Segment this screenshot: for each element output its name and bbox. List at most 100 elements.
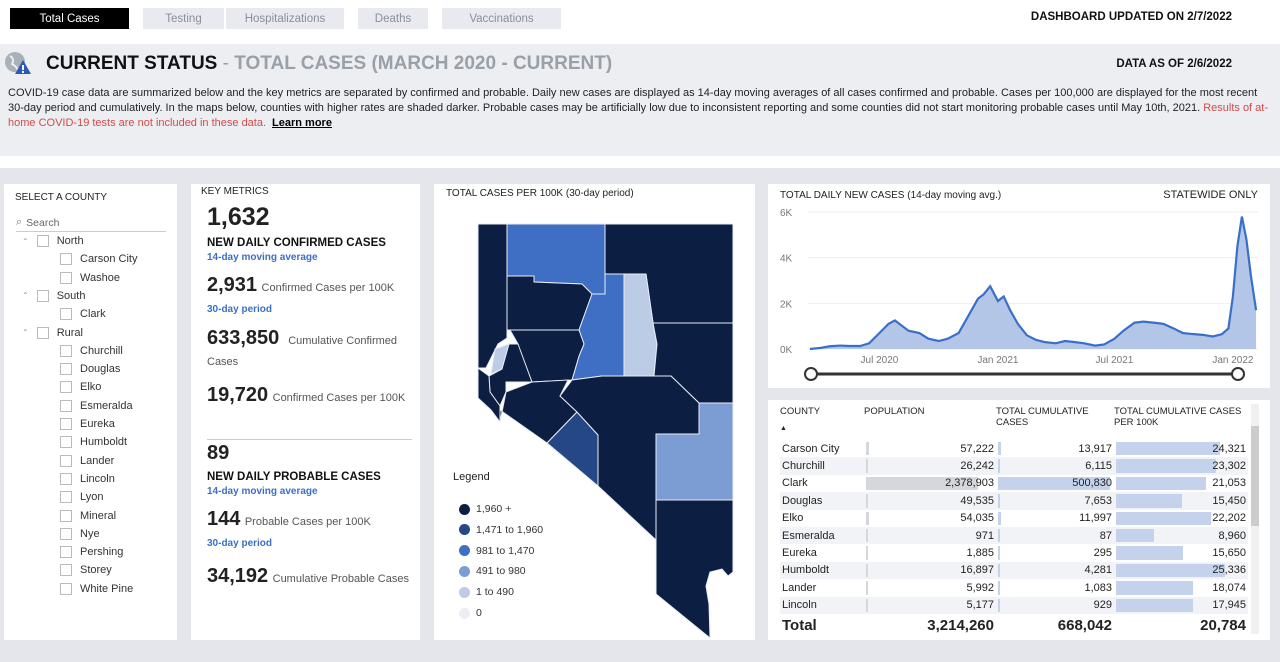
column-header[interactable]: TOTAL CUMULATIVE CASES PER 100K [1114, 406, 1242, 428]
county-option-lyon[interactable]: Lyon [60, 491, 104, 504]
collapse-chevron-icon[interactable]: ⌃ [22, 236, 29, 246]
legend-item: 491 to 980 [459, 565, 526, 577]
scrollbar-thumb[interactable] [1251, 426, 1259, 526]
checkbox[interactable] [60, 399, 72, 412]
checkbox[interactable] [60, 363, 72, 376]
county-option-churchill[interactable]: Churchill [60, 344, 123, 357]
county-option-storey[interactable]: Storey [60, 564, 112, 577]
legend-swatch [459, 607, 470, 619]
chart-title: TOTAL DAILY NEW CASES (14-day moving avg… [780, 190, 1002, 201]
county-option-white-pine[interactable]: White Pine [60, 582, 133, 595]
checkbox[interactable] [60, 582, 72, 595]
sort-ascending-icon[interactable]: ▲ [780, 425, 787, 432]
checkbox[interactable] [36, 326, 49, 339]
checkbox[interactable] [60, 527, 72, 540]
tab-hospitalizations[interactable]: Hospitalizations [226, 8, 344, 29]
county-option-humboldt[interactable]: Humboldt [60, 436, 127, 449]
table-row[interactable]: Esmeralda 971 87 8,960 [780, 526, 1248, 545]
checkbox[interactable] [60, 253, 72, 266]
county-group-south[interactable]: ⌃ South [22, 289, 86, 302]
county-clark[interactable] [655, 499, 734, 640]
cell-value: 295 [996, 544, 1114, 561]
data-bar [1116, 476, 1207, 491]
checkbox[interactable] [60, 436, 72, 449]
description: COVID-19 case data are summarized below … [8, 87, 1269, 129]
table-row[interactable]: Elko 54,035 11,997 22,202 [780, 510, 1248, 527]
checkbox[interactable] [60, 344, 72, 357]
checkbox[interactable] [60, 472, 72, 485]
county-option-esmeralda[interactable]: Esmeralda [60, 399, 133, 412]
county-option-eureka[interactable]: Eureka [60, 418, 115, 430]
county-group-north[interactable]: ⌃ North [22, 235, 84, 247]
dashboard-updated: DASHBOARD UPDATED ON 2/7/2022 [1030, 11, 1232, 23]
slider-end-handle[interactable] [1231, 367, 1245, 381]
table-row[interactable]: Douglas 49,535 7,653 15,450 [780, 492, 1248, 510]
checkbox[interactable] [60, 271, 72, 284]
checkbox[interactable] [60, 454, 72, 467]
data-bar [1116, 511, 1212, 525]
checkbox[interactable] [60, 381, 72, 394]
collapse-chevron-icon[interactable]: ⌃ [22, 328, 29, 337]
tab-total-cases[interactable]: Total Cases [10, 8, 129, 29]
data-bar [998, 494, 1000, 508]
tab-vaccinations[interactable]: Vaccinations [442, 8, 561, 29]
learn-more-link[interactable]: Learn more [272, 117, 332, 129]
checkbox[interactable] [60, 491, 72, 504]
key-metrics-panel: KEY METRICS 1,632 NEW DAILY CONFIRMED CA… [191, 184, 420, 640]
group-label: Rural [56, 326, 83, 339]
table-row[interactable]: Clark 2,378,903 500,830 21,053 [780, 475, 1248, 492]
county-option-elko[interactable]: Elko [60, 381, 101, 394]
table-row[interactable]: Lander 5,992 1,083 18,074 [780, 579, 1248, 596]
cell-value: 6,115 [996, 457, 1114, 475]
cumulative-probable-label: Cumulative Probable Cases [272, 573, 409, 585]
cell-value: 16,897 [864, 561, 996, 580]
county-option-nye[interactable]: Nye [60, 527, 100, 540]
county-pershing[interactable] [506, 275, 593, 331]
county-option-mineral[interactable]: Mineral [60, 509, 116, 522]
table-row[interactable]: Lincoln 5,177 929 17,945 [780, 596, 1248, 614]
county-option-lander[interactable]: Lander [60, 454, 114, 467]
legend-swatch [459, 524, 470, 536]
group-label: South [56, 289, 86, 302]
data-as-of: DATA AS OF 2/6/2022 [1116, 58, 1232, 70]
legend-label: 1,471 to 1,960 [476, 523, 544, 536]
county-label: Lyon [80, 491, 104, 504]
county-option-lincoln[interactable]: Lincoln [60, 472, 115, 485]
slider-start-handle[interactable] [804, 367, 818, 381]
cell-value: 57,222 [864, 440, 996, 457]
table-row[interactable]: Churchill 26,242 6,115 23,302 [780, 457, 1248, 475]
county-option-douglas[interactable]: Douglas [60, 363, 120, 376]
checkbox[interactable] [60, 546, 72, 559]
county-label: Lincoln [80, 472, 115, 485]
county-option-carson-city[interactable]: Carson City [60, 253, 137, 266]
checkbox[interactable] [60, 509, 72, 522]
checkbox[interactable] [36, 289, 49, 302]
tab-testing[interactable]: Testing [143, 8, 224, 29]
column-header[interactable]: COUNTY ▲ [780, 406, 864, 440]
data-bar [866, 581, 868, 595]
checkbox[interactable] [36, 235, 49, 247]
data-bar [998, 459, 1000, 473]
county-option-washoe[interactable]: Washoe [60, 271, 120, 284]
table-row[interactable]: Carson City 57,222 13,917 24,321 [780, 440, 1248, 457]
cell-value: 4,281 [996, 561, 1114, 580]
column-header[interactable]: TOTAL CUMULATIVE CASES [996, 406, 1089, 428]
table-row[interactable]: Humboldt 16,897 4,281 25,336 [780, 561, 1248, 580]
checkbox[interactable] [60, 418, 72, 430]
table-row[interactable]: Eureka 1,885 295 15,650 [780, 544, 1248, 561]
checkbox[interactable] [60, 564, 72, 577]
table-scrollbar[interactable] [1251, 404, 1259, 634]
county-option-pershing[interactable]: Pershing [60, 546, 123, 559]
collapse-chevron-icon[interactable]: ⌃ [22, 291, 29, 301]
column-header[interactable]: POPULATION [864, 406, 925, 417]
tab-deaths[interactable]: Deaths [358, 8, 428, 29]
daily-confirmed-label: NEW DAILY CONFIRMED CASES [207, 237, 386, 249]
globe-warning-icon [5, 52, 31, 74]
data-bar [1116, 528, 1155, 543]
data-bar [998, 563, 1000, 578]
search-input[interactable]: ⌕ Search [16, 214, 166, 232]
county-option-clark[interactable]: Clark [60, 308, 106, 321]
legend-label: 1,960 + [476, 503, 512, 515]
checkbox[interactable] [60, 308, 72, 321]
county-group-rural[interactable]: ⌃ Rural [22, 326, 83, 339]
